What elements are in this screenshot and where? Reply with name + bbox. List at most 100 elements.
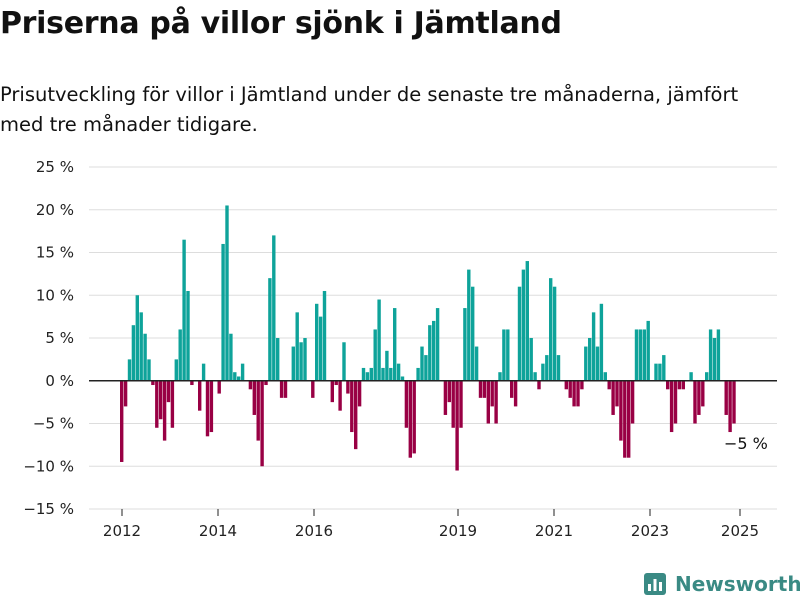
newsworthy-logo[interactable]: Newsworthy (644, 570, 800, 598)
bar (264, 380, 268, 386)
bar (412, 380, 416, 454)
bar (209, 380, 214, 433)
bar (529, 338, 533, 381)
bar (217, 380, 221, 394)
bar (517, 286, 522, 381)
bar (330, 380, 334, 403)
bar (677, 380, 682, 390)
bar (237, 376, 241, 381)
bar (658, 363, 662, 381)
bar (123, 380, 128, 407)
bar (549, 278, 553, 381)
bar (693, 380, 697, 424)
bar (603, 372, 607, 381)
bar (303, 338, 307, 381)
bar (350, 380, 354, 433)
bar (662, 355, 666, 381)
bar (502, 329, 506, 381)
bar (322, 290, 327, 381)
bar (521, 269, 526, 381)
bar (545, 355, 549, 381)
bar (541, 363, 545, 381)
bar (240, 363, 245, 381)
bar (673, 380, 678, 424)
bar (162, 380, 167, 441)
bar (568, 380, 572, 398)
bar (357, 380, 362, 407)
bar (424, 355, 428, 381)
bar (701, 380, 705, 407)
y-tick-label: −10 % (23, 457, 74, 475)
bar (377, 299, 381, 381)
bar (354, 380, 358, 450)
bar (697, 380, 701, 415)
bar (506, 329, 510, 381)
bar (630, 380, 635, 424)
bar (486, 380, 490, 424)
bar (139, 312, 143, 381)
bar (611, 380, 615, 415)
bar (147, 359, 151, 381)
bar (299, 342, 303, 381)
bar (712, 338, 717, 381)
bar (404, 380, 409, 428)
bar (201, 363, 206, 381)
bar (513, 380, 518, 407)
bar (732, 380, 736, 424)
bar (572, 380, 576, 407)
bar (467, 269, 471, 381)
bar (221, 243, 225, 381)
bar (474, 346, 479, 381)
bar (666, 380, 670, 390)
bar (494, 380, 498, 424)
bar (381, 367, 385, 381)
bar (595, 346, 600, 381)
bar (646, 320, 650, 381)
bar (556, 355, 561, 381)
y-tick-label: 15 % (36, 244, 74, 262)
bar (155, 380, 159, 428)
bar (338, 380, 342, 411)
bar (580, 380, 584, 390)
y-tick-label: 0 % (45, 372, 74, 390)
bar (256, 380, 260, 441)
bar (311, 380, 315, 398)
x-tick-label: 2023 (631, 522, 669, 540)
bar (681, 380, 685, 390)
bar (315, 303, 319, 381)
bar (396, 363, 401, 381)
bar (151, 380, 155, 386)
bar (463, 308, 467, 381)
bar (166, 380, 171, 403)
bar (584, 346, 588, 381)
bar (638, 329, 643, 381)
bar (716, 329, 721, 381)
bar (268, 278, 272, 381)
bar (365, 372, 370, 381)
bar (728, 380, 732, 433)
chart-title: Priserna på villor sjönk i Jämtland (0, 6, 562, 41)
bar (615, 380, 619, 407)
bar (373, 329, 377, 381)
bar (342, 342, 346, 381)
bar (478, 380, 483, 398)
bar (576, 380, 580, 407)
bar (591, 312, 596, 381)
bar (205, 380, 210, 437)
bar (369, 367, 373, 381)
bar (334, 380, 338, 386)
bar (627, 380, 631, 458)
brand-name: Newsworthy (675, 572, 800, 596)
bar (623, 380, 627, 458)
bar (654, 363, 658, 381)
bar (724, 380, 728, 415)
bar (143, 333, 147, 381)
bar (260, 380, 264, 467)
y-tick-label: −5 % (33, 415, 74, 433)
bar (279, 380, 284, 398)
bar (416, 367, 420, 381)
bar (361, 367, 366, 381)
bar (186, 290, 190, 381)
bar (689, 372, 693, 381)
